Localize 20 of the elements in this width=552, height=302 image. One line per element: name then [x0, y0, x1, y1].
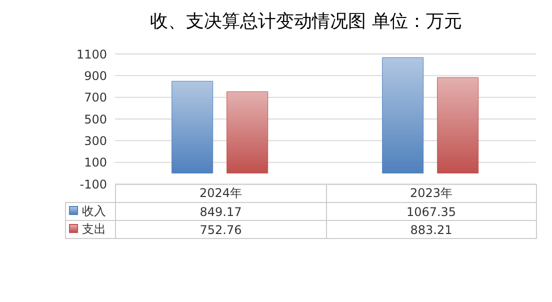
y-tick-label: 300 — [84, 134, 107, 148]
legend-label: 支出 — [66, 220, 116, 238]
bar — [226, 91, 268, 174]
y-tick-label: 700 — [84, 90, 107, 105]
x-tick-label: 2024年 — [116, 184, 326, 202]
bar — [172, 80, 214, 174]
y-tick-label: 1100 — [76, 47, 107, 62]
bar — [437, 77, 479, 174]
y-tick-label: 500 — [84, 112, 107, 126]
data-label: 849.17 — [116, 202, 326, 220]
y-tick-label: 100 — [84, 156, 107, 170]
y-tick-label: 900 — [84, 68, 107, 83]
bar — [382, 57, 424, 174]
y-tick-label: -100 — [80, 177, 107, 192]
x-tick-label: 2023年 — [326, 184, 536, 202]
legend-label: 收入 — [66, 202, 116, 220]
data-label: 883.21 — [326, 220, 536, 238]
data-label: 1067.35 — [326, 202, 536, 220]
data-label: 752.76 — [116, 220, 326, 238]
chart-title: 收、支决算总计变动情况图 单位：万元 — [149, 10, 463, 34]
